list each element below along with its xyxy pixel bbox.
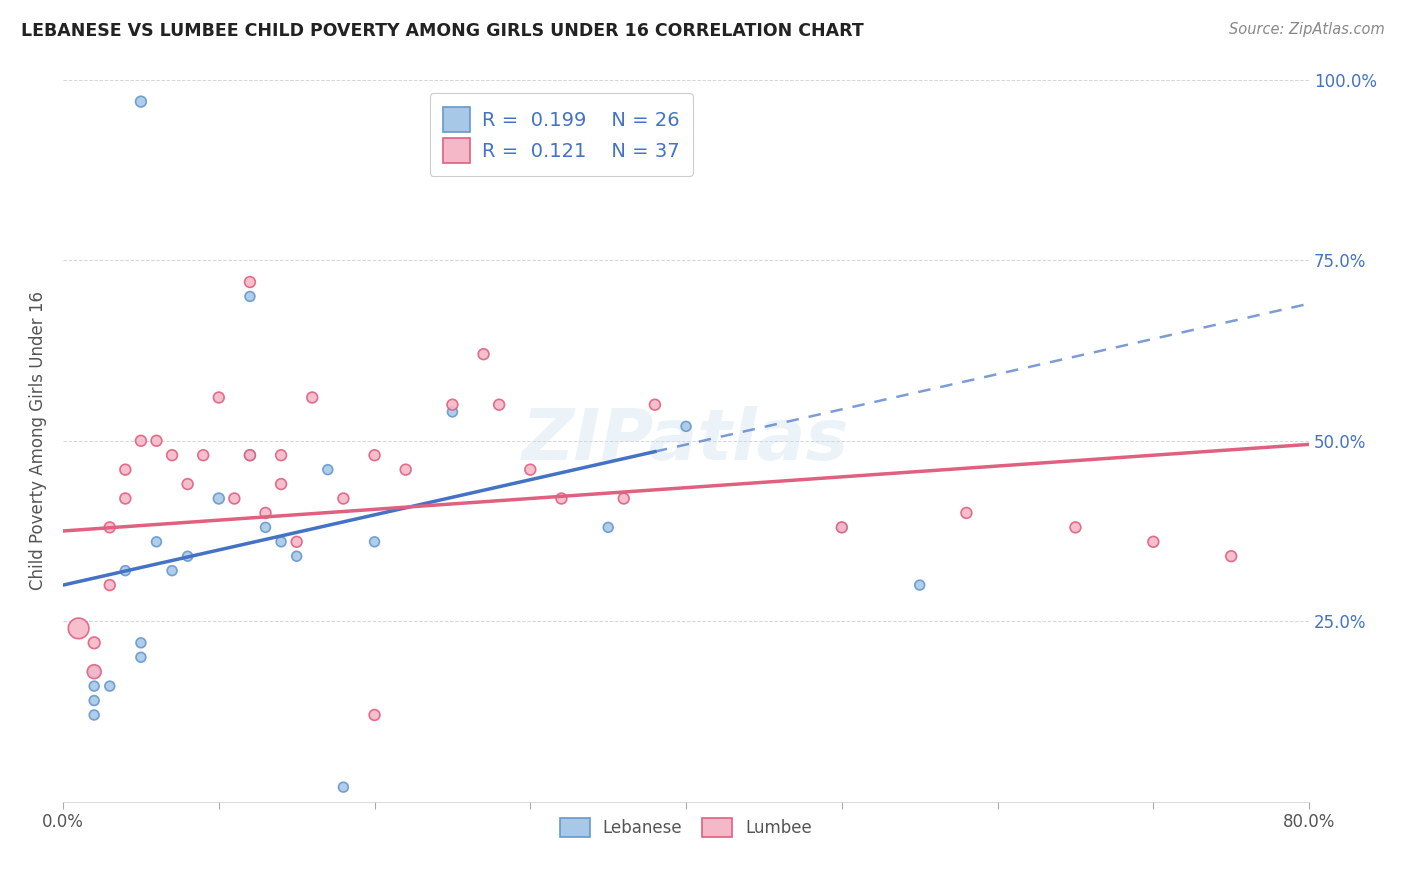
Point: [285, 549, 308, 564]
Text: ZIPatlas: ZIPatlas: [523, 406, 849, 475]
Text: LEBANESE VS LUMBEE CHILD POVERTY AMONG GIRLS UNDER 16 CORRELATION CHART: LEBANESE VS LUMBEE CHILD POVERTY AMONG G…: [21, 22, 863, 40]
Point: [239, 289, 262, 303]
Point: [316, 463, 339, 477]
Point: [114, 564, 136, 578]
Point: [472, 347, 495, 361]
Point: [301, 391, 323, 405]
Point: [270, 534, 292, 549]
Point: [285, 534, 308, 549]
Point: [363, 708, 385, 723]
Point: [114, 463, 136, 477]
Point: [441, 405, 464, 419]
Point: [1142, 534, 1164, 549]
Point: [129, 636, 152, 650]
Point: [1220, 549, 1243, 564]
Point: [129, 650, 152, 665]
Point: [254, 520, 277, 534]
Y-axis label: Child Poverty Among Girls Under 16: Child Poverty Among Girls Under 16: [30, 292, 46, 591]
Point: [363, 534, 385, 549]
Point: [239, 448, 262, 462]
Point: [208, 391, 231, 405]
Point: [98, 520, 121, 534]
Text: Source: ZipAtlas.com: Source: ZipAtlas.com: [1229, 22, 1385, 37]
Point: [129, 434, 152, 448]
Point: [114, 491, 136, 506]
Point: [160, 448, 183, 462]
Point: [598, 520, 620, 534]
Point: [224, 491, 246, 506]
Point: [1064, 520, 1087, 534]
Point: [67, 621, 90, 635]
Point: [160, 564, 183, 578]
Point: [239, 448, 262, 462]
Point: [550, 491, 572, 506]
Point: [83, 636, 105, 650]
Point: [395, 463, 418, 477]
Point: [955, 506, 977, 520]
Legend: Lebanese, Lumbee: Lebanese, Lumbee: [553, 811, 820, 844]
Point: [83, 679, 105, 693]
Point: [254, 506, 277, 520]
Point: [83, 665, 105, 679]
Point: [363, 448, 385, 462]
Point: [83, 693, 105, 707]
Point: [176, 477, 198, 491]
Point: [831, 520, 853, 534]
Point: [613, 491, 636, 506]
Point: [675, 419, 697, 434]
Point: [83, 708, 105, 723]
Point: [208, 491, 231, 506]
Point: [83, 665, 105, 679]
Point: [519, 463, 541, 477]
Point: [270, 448, 292, 462]
Point: [145, 434, 167, 448]
Point: [145, 534, 167, 549]
Point: [441, 398, 464, 412]
Point: [270, 477, 292, 491]
Point: [176, 549, 198, 564]
Point: [239, 275, 262, 289]
Point: [488, 398, 510, 412]
Point: [129, 95, 152, 109]
Point: [193, 448, 215, 462]
Point: [908, 578, 931, 592]
Point: [332, 780, 354, 794]
Point: [831, 520, 853, 534]
Point: [98, 578, 121, 592]
Point: [332, 491, 354, 506]
Point: [644, 398, 666, 412]
Point: [98, 679, 121, 693]
